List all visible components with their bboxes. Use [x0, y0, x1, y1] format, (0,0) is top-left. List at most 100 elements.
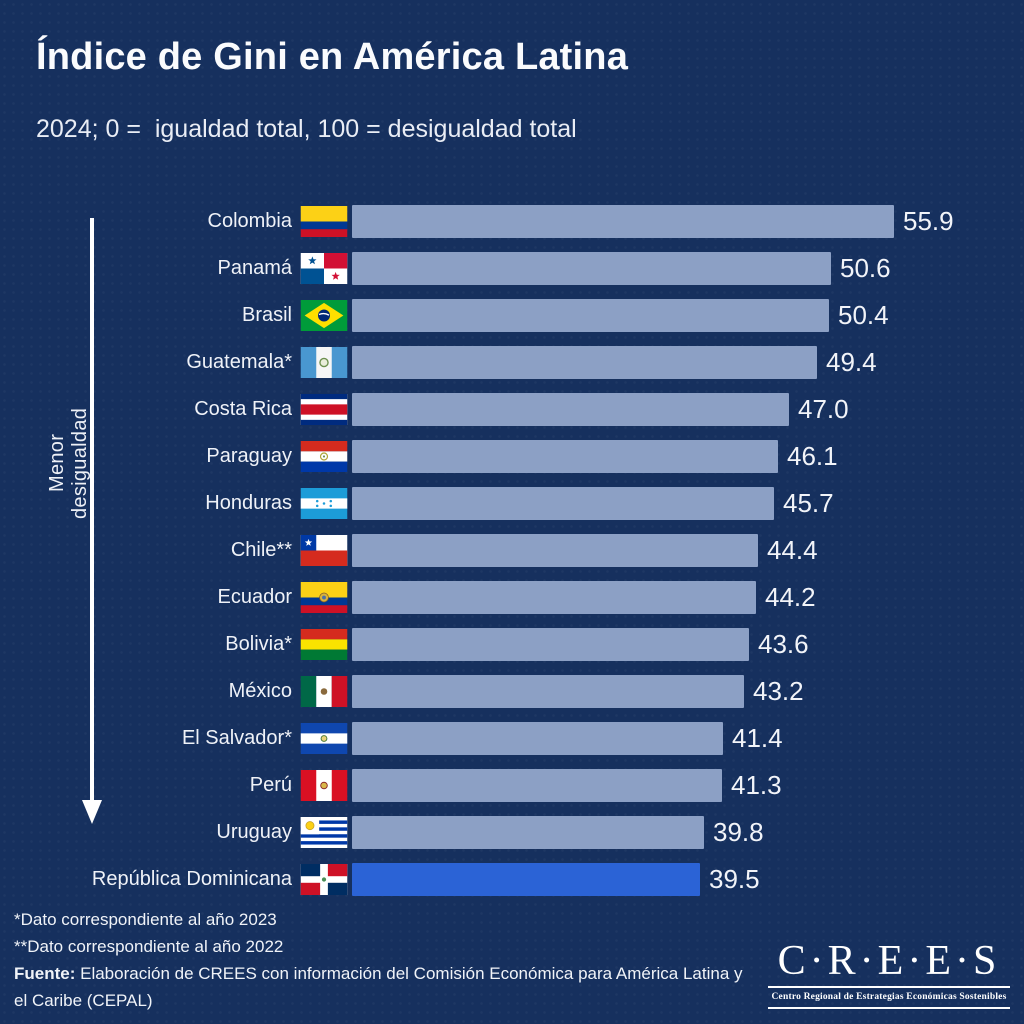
bar-chile — [352, 534, 758, 567]
value-label: 55.9 — [903, 206, 954, 236]
bar-track: 50.6 — [352, 245, 1012, 292]
bar-brasil — [352, 299, 829, 332]
honduras-flag-icon — [300, 488, 348, 519]
bar-row: El Salvador* 41.4 — [80, 715, 1012, 762]
bar-peru — [352, 769, 722, 802]
bar-track: 43.6 — [352, 621, 1012, 668]
header: Índice de Gini en América Latina 2024; 0… — [36, 36, 994, 144]
guatemala-flag-icon — [300, 347, 348, 378]
bar-track: 44.4 — [352, 527, 1012, 574]
bar-panama — [352, 252, 831, 285]
country-label: Chile** — [230, 539, 292, 561]
panama-flag-icon — [300, 253, 348, 284]
source-label: Fuente: — [14, 964, 76, 983]
bar-row: Colombia 55.9 — [80, 198, 1012, 245]
ecuador-flag-icon — [300, 582, 348, 613]
bar-paraguay — [352, 440, 778, 473]
page-title: Índice de Gini en América Latina — [36, 36, 629, 78]
value-label: 45.7 — [783, 488, 834, 518]
crees-logo: C·R·E·E·S Centro Regional de Estrategias… — [768, 939, 1010, 1012]
uruguay-flag-icon — [300, 817, 348, 848]
bar-track: 45.7 — [352, 480, 1012, 527]
peru-flag-icon — [300, 770, 348, 801]
bar-uruguay — [352, 816, 704, 849]
bar-row: Chile** 44.4 — [80, 527, 1012, 574]
value-label: 39.8 — [713, 817, 764, 847]
bar-row: República Dominicana 39.5 — [80, 856, 1012, 903]
footnotes: *Dato correspondiente al año 2023 **Dato… — [14, 906, 749, 1014]
value-label: 43.6 — [758, 629, 809, 659]
subtitle: 2024; 0 = igualdad total, 100 = desigual… — [36, 115, 577, 143]
bar-el-salvador — [352, 722, 723, 755]
logo-rule-bottom — [768, 1007, 1010, 1009]
bar-row: Costa Rica 47.0 — [80, 386, 1012, 433]
value-label: 44.4 — [767, 535, 818, 565]
value-label: 44.2 — [765, 582, 816, 612]
value-label: 50.4 — [838, 300, 889, 330]
country-label: Panamá — [217, 257, 293, 279]
value-label: 49.4 — [826, 347, 877, 377]
country-label: Colombia — [207, 210, 292, 232]
bolivia-flag-icon — [300, 629, 348, 660]
bar-row: Perú 41.3 — [80, 762, 1012, 809]
footer: *Dato correspondiente al año 2023 **Dato… — [14, 906, 1010, 1014]
bar-row: México 43.2 — [80, 668, 1012, 715]
chile-flag-icon — [300, 535, 348, 566]
bar-rows: Colombia 55.9 Panamá 50.6 Brasil 50.4 Guatemal… — [80, 198, 1012, 903]
bar-track: 46.1 — [352, 433, 1012, 480]
value-label: 41.4 — [732, 723, 783, 753]
el-salvador-flag-icon — [300, 723, 348, 754]
bar-track: 47.0 — [352, 386, 1012, 433]
down-arrow-icon — [82, 218, 102, 824]
bar-honduras — [352, 487, 774, 520]
arrow-head — [82, 800, 102, 824]
bar-track: 41.3 — [352, 762, 1012, 809]
logo-rule-top — [768, 986, 1010, 988]
country-label: Perú — [249, 774, 292, 796]
country-label: Bolivia* — [225, 633, 292, 655]
costa-rica-flag-icon — [300, 394, 348, 425]
value-label: 50.6 — [840, 253, 891, 283]
crees-logo-tagline: Centro Regional de Estrategias Económica… — [771, 992, 1007, 1002]
bar-track: 41.4 — [352, 715, 1012, 762]
bar-track: 44.2 — [352, 574, 1012, 621]
bar-colombia — [352, 205, 894, 238]
bar-row: Guatemala* 49.4 — [80, 339, 1012, 386]
bar-row: Panamá 50.6 — [80, 245, 1012, 292]
bar-track: 49.4 — [352, 339, 1012, 386]
value-label: 47.0 — [798, 394, 849, 424]
brasil-flag-icon — [300, 300, 348, 331]
country-label: Honduras — [205, 492, 292, 514]
bar-row: Uruguay 39.8 — [80, 809, 1012, 856]
country-label: México — [228, 680, 292, 702]
bar-track: 55.9 — [352, 198, 1012, 245]
footnote-2022: **Dato correspondiente al año 2022 — [14, 937, 284, 956]
bar-mexico — [352, 675, 744, 708]
country-label: Guatemala* — [186, 351, 292, 373]
mexico-flag-icon — [300, 676, 348, 707]
value-label: 43.2 — [753, 676, 804, 706]
republica-dominicana-flag-icon — [300, 864, 348, 895]
bar-bolivia — [352, 628, 749, 661]
bar-guatemala — [352, 346, 817, 379]
bar-costa-rica — [352, 393, 789, 426]
country-label: República Dominicana — [91, 868, 292, 890]
bar-row: Ecuador 44.2 — [80, 574, 1012, 621]
source-text: Elaboración de CREES con información del… — [14, 964, 743, 1010]
colombia-flag-icon — [300, 206, 348, 237]
value-label: 41.3 — [731, 770, 782, 800]
value-label: 39.5 — [709, 864, 760, 894]
bar-row: Honduras 45.7 — [80, 480, 1012, 527]
bar-republica-dominicana — [352, 863, 700, 896]
country-label: Costa Rica — [194, 398, 292, 420]
paraguay-flag-icon — [300, 441, 348, 472]
country-label: Paraguay — [206, 445, 292, 467]
bar-track: 39.8 — [352, 809, 1012, 856]
bar-row: Bolivia* 43.6 — [80, 621, 1012, 668]
country-label: Ecuador — [217, 586, 293, 608]
country-label: Uruguay — [216, 821, 292, 843]
bar-ecuador — [352, 581, 756, 614]
country-label: El Salvador* — [181, 727, 292, 749]
value-label: 46.1 — [787, 441, 838, 471]
